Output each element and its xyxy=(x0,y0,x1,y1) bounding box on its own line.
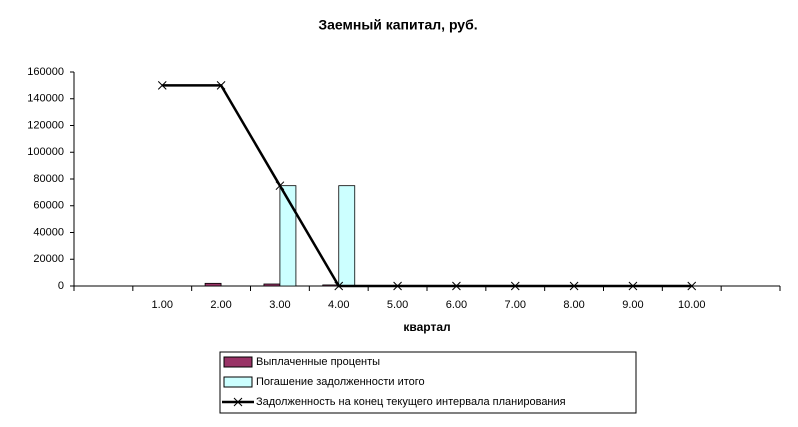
x-tick-label: 1.00 xyxy=(152,299,173,311)
bar xyxy=(279,185,297,287)
bar xyxy=(263,283,281,287)
legend-label: Задолженность на конец текущего интервал… xyxy=(256,396,566,408)
marker xyxy=(628,281,638,291)
marker xyxy=(510,281,520,291)
x-tick-label: 2.00 xyxy=(210,299,231,311)
y-tick-label: 100000 xyxy=(27,146,64,158)
marker xyxy=(157,81,167,90)
x-axis-title: квартал xyxy=(403,320,450,334)
marker xyxy=(687,281,697,291)
marker xyxy=(275,181,285,191)
y-tick-label: 60000 xyxy=(33,200,64,212)
y-tick-label: 120000 xyxy=(27,119,64,131)
marker xyxy=(216,81,226,90)
legend-swatch xyxy=(223,356,253,368)
chart-title: Заемный капитал, руб. xyxy=(318,17,477,33)
bar xyxy=(204,282,222,287)
line xyxy=(162,84,692,288)
x-tick-label: 5.00 xyxy=(387,299,408,311)
legend xyxy=(219,351,637,414)
x-tick-label: 3.00 xyxy=(269,299,290,311)
x-tick-label: 10.00 xyxy=(678,299,706,311)
legend-marker xyxy=(233,397,243,407)
x-tick-label: 4.00 xyxy=(328,299,349,311)
bar xyxy=(322,284,340,287)
marker xyxy=(393,281,402,291)
x-tick-label: 9.00 xyxy=(622,299,643,311)
y-tick-label: 160000 xyxy=(27,66,64,78)
y-tick-label: 0 xyxy=(58,280,64,292)
x-tick-label: 6.00 xyxy=(446,299,467,311)
marker xyxy=(334,281,344,291)
legend-label: Выплаченные проценты xyxy=(256,356,380,368)
y-tick-label: 140000 xyxy=(27,93,64,105)
bar xyxy=(338,185,356,287)
marker xyxy=(569,281,579,291)
x-tick-label: 7.00 xyxy=(505,299,526,311)
y-tick-label: 40000 xyxy=(33,226,64,238)
y-tick-label: 20000 xyxy=(33,253,64,265)
marker xyxy=(452,281,461,291)
y-tick-label: 80000 xyxy=(33,173,64,185)
x-tick-label: 8.00 xyxy=(563,299,584,311)
legend-swatch xyxy=(223,376,253,388)
legend-label: Погашение задолженности итого xyxy=(256,376,425,388)
